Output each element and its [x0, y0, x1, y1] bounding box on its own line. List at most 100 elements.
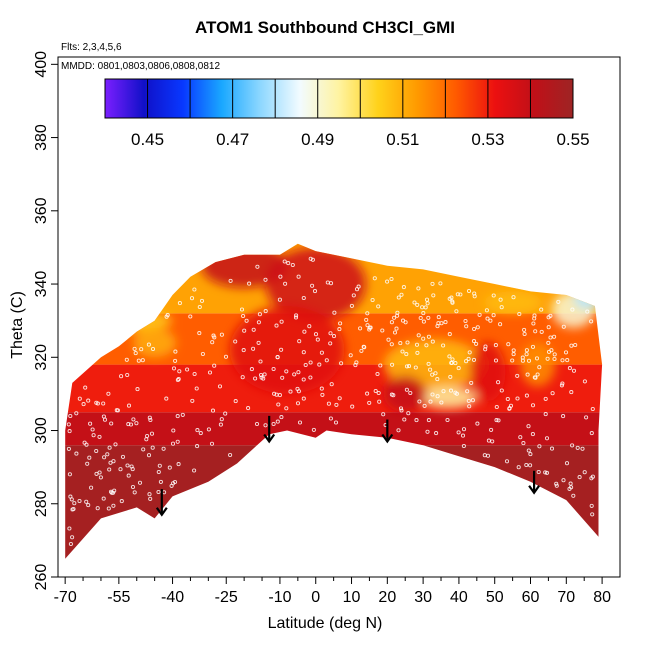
y-tick-label: 340	[33, 271, 50, 298]
sample-point	[396, 428, 401, 433]
sample-point	[426, 334, 431, 339]
sample-point	[494, 404, 499, 410]
sample-point	[504, 459, 510, 464]
value-patch-1	[265, 247, 366, 321]
sample-point	[301, 295, 306, 301]
sample-point	[477, 312, 482, 317]
sample-point	[449, 295, 454, 300]
sample-point	[282, 259, 287, 264]
sample-point	[263, 277, 268, 282]
sample-point	[95, 401, 100, 406]
sample-point	[263, 309, 268, 314]
sample-point	[68, 541, 73, 547]
sample-point	[303, 362, 308, 368]
sample-point	[589, 503, 594, 508]
x-tick-label: -70	[54, 589, 77, 606]
sample-point	[425, 301, 430, 306]
sample-point	[167, 465, 172, 470]
sample-point	[575, 445, 580, 450]
sample-point	[172, 479, 178, 485]
sample-point	[414, 418, 419, 423]
sample-point	[589, 476, 594, 481]
sample-point	[458, 292, 463, 297]
sample-point	[546, 340, 551, 345]
sample-point	[317, 362, 322, 367]
sample-point	[228, 278, 233, 283]
sample-point	[333, 420, 339, 425]
sample-point	[406, 411, 411, 416]
sample-point	[279, 347, 284, 352]
sample-point	[66, 446, 71, 451]
sample-point	[454, 309, 459, 314]
sample-point	[135, 387, 140, 392]
sample-point	[70, 535, 75, 540]
sample-point	[131, 417, 136, 422]
sample-point	[177, 301, 182, 306]
sample-point	[307, 324, 312, 329]
value-patch-5	[551, 291, 595, 328]
sample-point	[301, 396, 306, 401]
value-patch-10	[383, 375, 427, 413]
sample-point	[372, 276, 377, 281]
sample-point	[89, 485, 94, 490]
colorbar-tick-label: 0.51	[386, 130, 419, 149]
sample-point	[431, 293, 436, 298]
sample-point	[279, 319, 284, 324]
sample-point	[359, 348, 364, 353]
sample-point	[132, 490, 137, 495]
sample-point	[146, 342, 151, 347]
sample-point	[466, 288, 472, 294]
sample-point	[518, 435, 523, 440]
sample-point	[589, 319, 594, 324]
sample-point	[308, 360, 313, 365]
y-tick-label: 300	[33, 417, 50, 444]
sample-point	[242, 328, 247, 333]
sample-point	[194, 386, 199, 391]
sample-point	[244, 318, 249, 323]
sample-point	[548, 313, 553, 318]
sample-point	[561, 414, 566, 419]
sample-point	[351, 293, 356, 298]
sample-point	[530, 344, 536, 349]
sample-point	[218, 422, 223, 427]
sample-point	[543, 470, 548, 475]
tropopause-arrows	[155, 415, 540, 517]
sample-point	[77, 396, 82, 401]
sample-point	[439, 400, 444, 405]
sample-point	[367, 327, 372, 332]
sample-point	[584, 415, 589, 420]
sample-point	[389, 276, 394, 282]
sample-point	[223, 354, 229, 359]
sample-point	[389, 342, 394, 347]
sample-point	[169, 483, 174, 488]
sample-point	[68, 494, 73, 499]
sample-point	[556, 299, 561, 304]
sample-point	[376, 390, 381, 396]
sample-point	[539, 329, 544, 334]
sample-point	[528, 463, 533, 468]
sample-point	[297, 339, 302, 344]
sample-point	[412, 300, 417, 305]
sample-point	[319, 386, 324, 391]
sample-point	[447, 332, 452, 337]
sample-point	[102, 417, 108, 422]
sample-point	[565, 358, 570, 363]
sample-point	[141, 447, 146, 452]
sample-point	[402, 417, 407, 422]
sample-point	[67, 526, 72, 531]
sample-point	[534, 356, 540, 361]
sample-point	[389, 320, 394, 325]
sample-point	[246, 406, 251, 411]
sample-point	[124, 357, 129, 362]
sample-point	[447, 354, 452, 359]
sample-point	[398, 406, 404, 411]
sample-point	[420, 305, 425, 310]
y-tick-label: 280	[33, 490, 50, 517]
sample-point	[251, 346, 256, 351]
sample-point	[311, 427, 316, 432]
sample-point	[531, 321, 536, 326]
colorbar-scale	[104, 78, 574, 119]
sample-point	[98, 475, 103, 480]
sample-point	[482, 453, 487, 458]
sample-point	[499, 305, 504, 310]
